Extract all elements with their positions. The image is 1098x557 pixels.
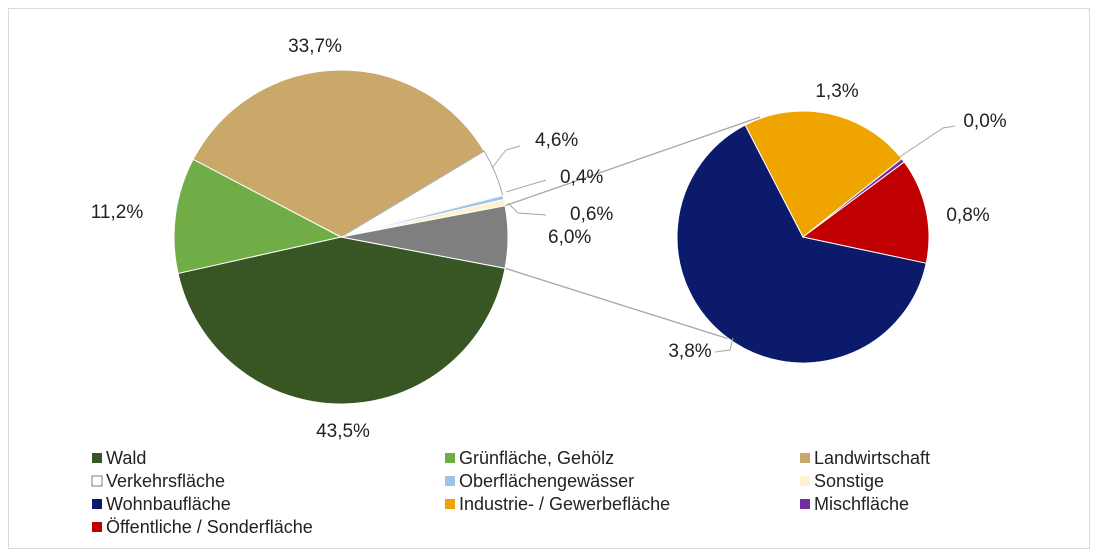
leader-line [491, 145, 521, 169]
pie-slice [192, 69, 485, 238]
data-label: 0,0% [963, 111, 1006, 132]
legend-label: Öffentliche / Sonderfläche [106, 517, 313, 537]
legend-swatch [92, 522, 102, 532]
legend-swatch [445, 453, 455, 463]
leader-line [505, 179, 547, 193]
leader-line [897, 125, 956, 159]
pie-slice [173, 158, 343, 275]
legend-swatch [445, 476, 455, 486]
leader-line [507, 202, 547, 216]
pie-slice [340, 205, 509, 269]
legend-swatch [445, 499, 455, 509]
legend-label: Wohnbaufläche [106, 494, 231, 514]
data-label: 11,2% [91, 202, 144, 223]
legend-label: Industrie- / Gewerbefläche [459, 494, 670, 514]
legend-swatch [92, 453, 102, 463]
data-label: 1,3% [815, 81, 858, 102]
data-label: 3,8% [668, 341, 711, 362]
data-label: 43,5% [316, 421, 370, 442]
legend-label: Sonstige [814, 471, 884, 491]
legend-label: Oberflächengewässer [459, 471, 634, 491]
legend-label: Wald [106, 448, 146, 468]
main-pie [173, 69, 509, 405]
legend-swatch [91, 475, 103, 487]
legend-label: Grünfläche, Gehölz [459, 448, 614, 468]
data-label: 0,6% [570, 204, 613, 225]
pie-slice [801, 161, 930, 264]
data-label: 4,6% [535, 130, 578, 151]
legend-swatch [92, 499, 102, 509]
connector-line [504, 116, 761, 207]
data-labels: 43,5% 11,2% 33,7% 4,6% 0,4% 0,6%6,0% 3,8% 1,3% 0… [91, 36, 1007, 442]
leader-line [714, 337, 734, 353]
pie-slice [676, 124, 927, 364]
legend-swatch [800, 453, 810, 463]
data-label: 0,8% [946, 205, 989, 226]
legend-swatch [800, 476, 810, 486]
legend-swatch [800, 499, 810, 509]
legend: Wald Grünfläche, Gehölz Landwirtschaft Verk… [91, 448, 930, 537]
legend-label: Verkehrsfläche [106, 471, 225, 491]
legend-label: Mischfläche [814, 494, 909, 514]
data-label: 0,4% [560, 167, 603, 188]
pie-slice [177, 236, 506, 405]
legend-label: Landwirtschaft [814, 448, 930, 468]
secondary-pie [676, 110, 930, 364]
data-label: 33,7% [288, 36, 342, 57]
data-label: 6,0% [548, 227, 591, 248]
pie-slice [744, 110, 903, 238]
